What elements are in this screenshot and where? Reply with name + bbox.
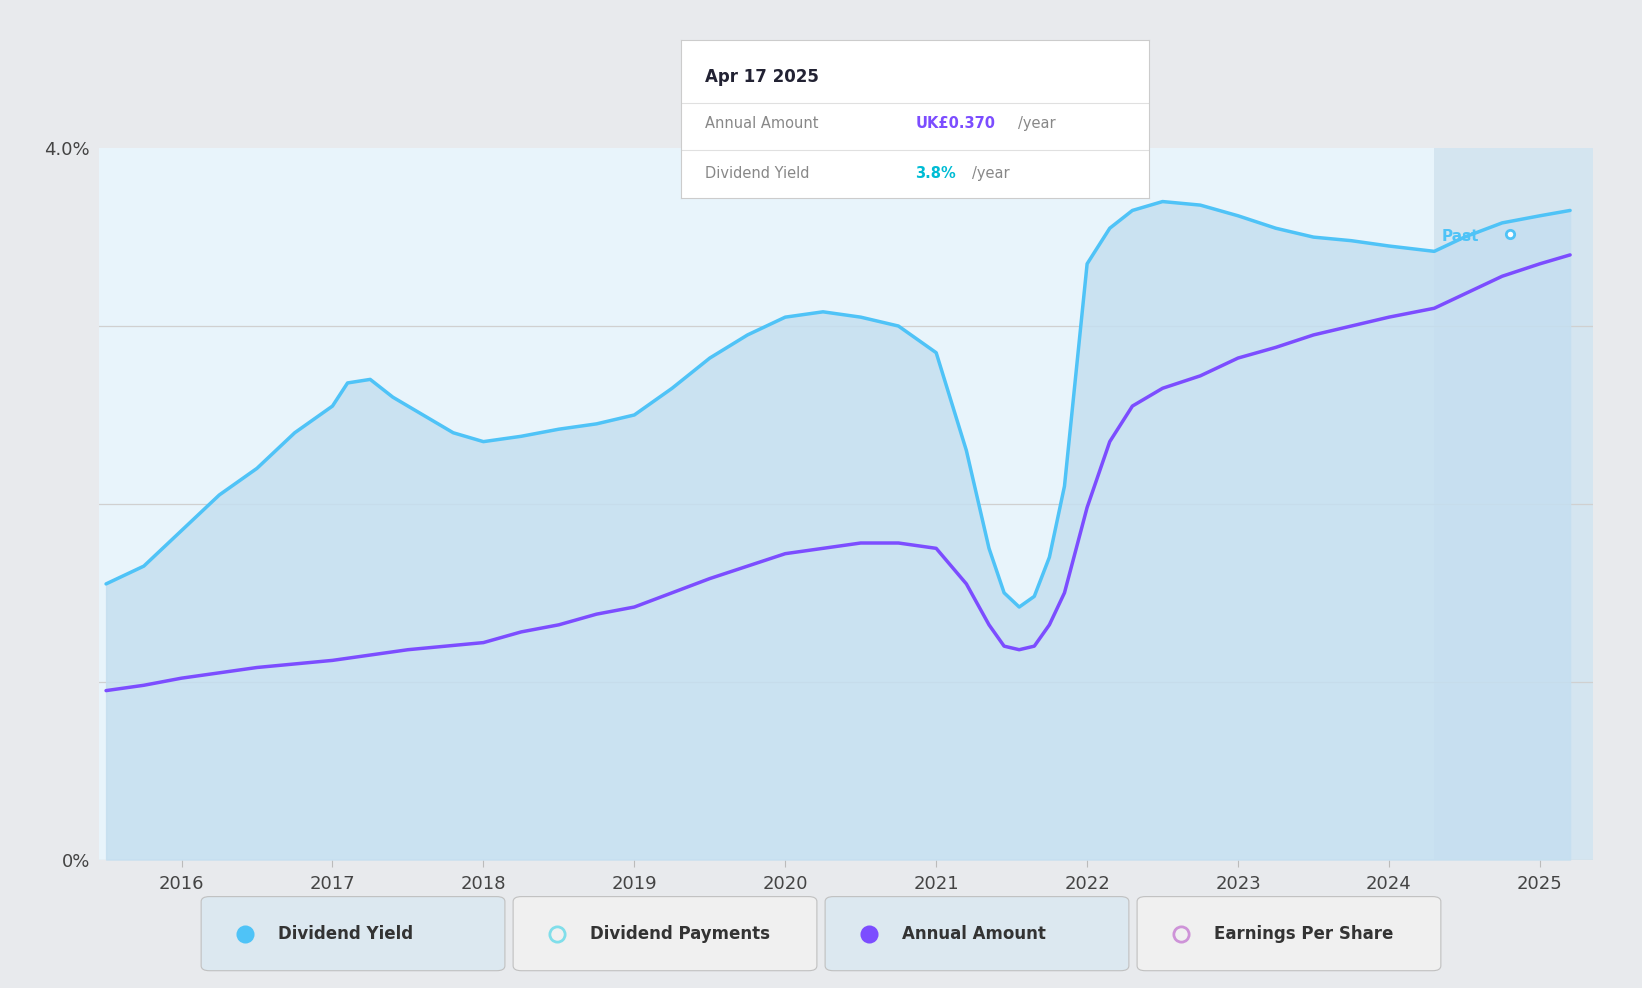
Bar xyxy=(1433,148,1593,860)
Text: Annual Amount: Annual Amount xyxy=(704,116,818,130)
Text: Annual Amount: Annual Amount xyxy=(903,925,1046,943)
Text: Dividend Yield: Dividend Yield xyxy=(704,166,810,182)
Text: Apr 17 2025: Apr 17 2025 xyxy=(704,68,819,86)
Text: /year: /year xyxy=(972,166,1010,182)
Text: UK£0.370: UK£0.370 xyxy=(916,116,995,130)
Text: Earnings Per Share: Earnings Per Share xyxy=(1215,925,1394,943)
Text: Past: Past xyxy=(1442,229,1479,244)
Text: Dividend Yield: Dividend Yield xyxy=(279,925,414,943)
Text: Dividend Payments: Dividend Payments xyxy=(591,925,770,943)
Text: /year: /year xyxy=(1018,116,1056,130)
Text: 3.8%: 3.8% xyxy=(916,166,956,182)
